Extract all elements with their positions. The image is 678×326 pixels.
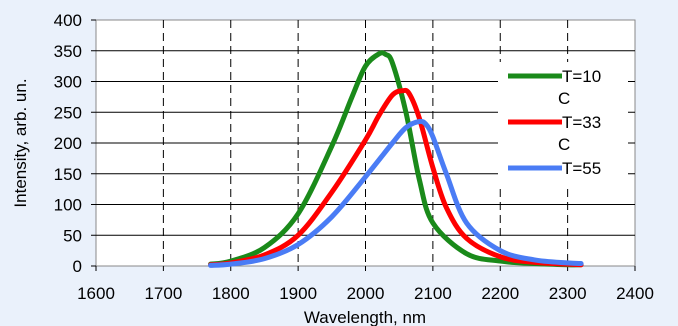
legend-label-extra-1: C: [558, 89, 570, 108]
x-tick-label: 1900: [279, 284, 317, 303]
x-tick-label: 2000: [347, 284, 385, 303]
y-tick-label: 250: [54, 103, 82, 122]
y-tick-label: 300: [54, 73, 82, 92]
y-axis-title: Intensity, arb. un.: [11, 78, 30, 207]
y-tick-label: 0: [73, 257, 82, 276]
x-axis-ticks: 1600 1700 1800 1900 2000 2100 2200 2300 2400: [77, 266, 654, 303]
y-tick-label: 350: [54, 42, 82, 61]
y-tick-label: 150: [54, 165, 82, 184]
y-tick-label: 200: [54, 134, 82, 153]
x-tick-label: 2400: [616, 284, 654, 303]
x-tick-label: 1700: [144, 284, 182, 303]
series-line-3: [208, 118, 584, 268]
x-tick-label: 2200: [481, 284, 519, 303]
series-lines: [208, 50, 584, 268]
y-tick-label: 50: [63, 226, 82, 245]
legend-label-extra-2: C: [558, 135, 570, 154]
x-tick-label: 1800: [212, 284, 250, 303]
legend-label-3: T=55: [562, 159, 601, 178]
x-axis-title: Wavelength, nm: [304, 308, 426, 326]
legend-label-1: T=10: [562, 67, 601, 86]
y-tick-label: 100: [54, 196, 82, 215]
series-line-1: [208, 50, 584, 268]
legend: T=10 C T=33 C T=55: [498, 62, 628, 184]
x-tick-label: 2100: [414, 284, 452, 303]
series-line-2: [208, 87, 584, 268]
y-axis-ticks: 0 50 100 150 200 250 300 350 400: [54, 11, 96, 276]
y-tick-label: 400: [54, 11, 82, 30]
legend-label-2: T=33: [562, 113, 601, 132]
x-tick-label: 2300: [549, 284, 587, 303]
x-tick-label: 1600: [77, 284, 115, 303]
